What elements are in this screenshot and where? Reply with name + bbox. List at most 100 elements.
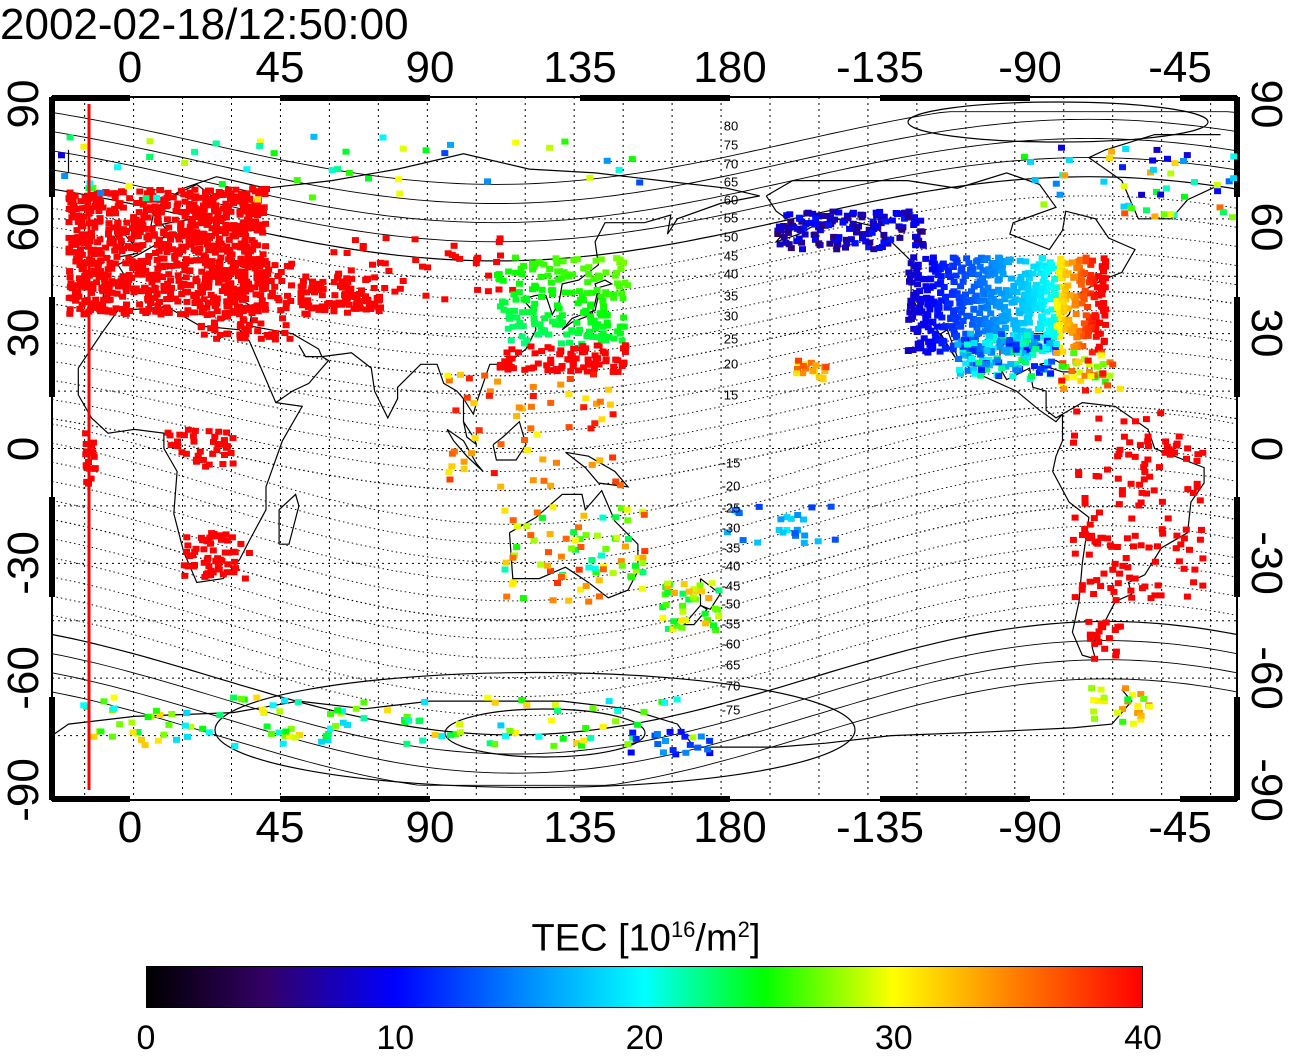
tec-point xyxy=(1064,260,1072,267)
tec-point xyxy=(96,215,104,222)
tec-point xyxy=(1115,451,1123,457)
tec-point xyxy=(189,257,197,264)
tec-point xyxy=(339,719,347,726)
tec-point xyxy=(215,265,222,272)
tec-point xyxy=(1046,296,1054,303)
tec-point xyxy=(130,233,138,240)
tec-point xyxy=(229,435,237,442)
tec-point xyxy=(215,189,223,195)
tec-point xyxy=(916,340,924,347)
tec-point xyxy=(1014,334,1021,340)
tec-point xyxy=(582,307,590,314)
tec-point xyxy=(267,293,275,300)
tec-point xyxy=(1010,317,1018,324)
tec-point xyxy=(653,731,661,737)
tec-point xyxy=(779,529,787,536)
contour-line xyxy=(51,111,1238,185)
tec-point xyxy=(1062,364,1070,370)
tec-point xyxy=(213,335,221,342)
tec-point xyxy=(495,276,503,283)
tec-point xyxy=(77,198,85,205)
tec-point xyxy=(324,731,332,738)
tec-point xyxy=(271,283,279,290)
tec-point xyxy=(584,356,592,363)
tec-point xyxy=(123,301,130,308)
tec-point xyxy=(928,266,936,273)
tec-point xyxy=(945,267,952,274)
tec-point xyxy=(592,257,600,264)
tec-point xyxy=(530,263,538,270)
tec-point xyxy=(241,248,249,255)
tec-point xyxy=(122,260,130,267)
tec-point xyxy=(119,273,127,280)
tec-point xyxy=(621,349,629,356)
lat-tick-label: 30 xyxy=(0,308,48,358)
tec-point xyxy=(172,208,180,215)
tec-point xyxy=(183,298,191,305)
tec-point xyxy=(101,282,109,289)
tec-point xyxy=(513,544,521,551)
tec-point xyxy=(249,246,257,253)
tec-point xyxy=(913,327,921,333)
tec-point xyxy=(996,260,1004,267)
tec-point xyxy=(181,572,189,579)
tec-point xyxy=(557,553,565,560)
tec-point xyxy=(673,696,681,703)
tec-point xyxy=(263,186,270,192)
tec-point xyxy=(971,294,979,301)
tec-point xyxy=(1046,259,1054,266)
tec-point xyxy=(1141,583,1149,590)
tec-point xyxy=(91,270,99,277)
contour-label: 55 xyxy=(723,210,739,226)
tec-point xyxy=(248,237,256,244)
tec-point xyxy=(352,292,360,299)
tec-point xyxy=(639,569,647,576)
tec-point xyxy=(183,710,191,716)
tec-point xyxy=(1134,709,1142,716)
tec-point xyxy=(1106,372,1114,379)
tec-point xyxy=(250,317,258,324)
tec-point xyxy=(296,732,303,739)
tec-point xyxy=(957,323,965,330)
tec-point xyxy=(173,260,181,267)
tec-point xyxy=(1001,296,1009,303)
tec-point xyxy=(1073,408,1081,415)
tec-point xyxy=(127,245,135,251)
tec-point xyxy=(888,217,896,224)
tec-point xyxy=(182,274,190,281)
tec-point xyxy=(224,299,232,306)
tec-point xyxy=(272,330,280,337)
tec-point xyxy=(950,279,958,285)
tec-point xyxy=(708,580,716,587)
tec-point xyxy=(202,463,210,470)
tec-point xyxy=(198,268,206,275)
tec-point xyxy=(529,286,536,293)
tec-point xyxy=(87,230,95,237)
tec-point xyxy=(599,723,607,730)
tec-point xyxy=(1095,300,1103,307)
tec-point xyxy=(501,358,509,365)
tec-point xyxy=(444,372,452,379)
tec-point xyxy=(88,257,96,264)
tec-point xyxy=(962,330,970,337)
tec-point xyxy=(582,532,590,539)
tec-point xyxy=(217,254,225,261)
tec-point xyxy=(998,290,1005,297)
tec-point xyxy=(775,526,783,533)
tec-point xyxy=(210,438,217,445)
contour-label: 50 xyxy=(723,229,739,245)
tec-point xyxy=(241,575,249,582)
tec-point xyxy=(1131,532,1139,539)
tec-point xyxy=(1108,148,1116,155)
tec-point xyxy=(1100,570,1108,577)
tec-point xyxy=(715,587,723,594)
tec-point xyxy=(632,567,640,574)
contour-line xyxy=(51,367,1238,453)
tec-point xyxy=(1032,304,1040,311)
tec-point xyxy=(129,259,137,266)
tec-point xyxy=(614,707,622,714)
tec-point xyxy=(1053,349,1061,356)
tec-point xyxy=(801,231,809,238)
tec-point xyxy=(511,729,519,736)
tec-point xyxy=(1094,697,1102,704)
